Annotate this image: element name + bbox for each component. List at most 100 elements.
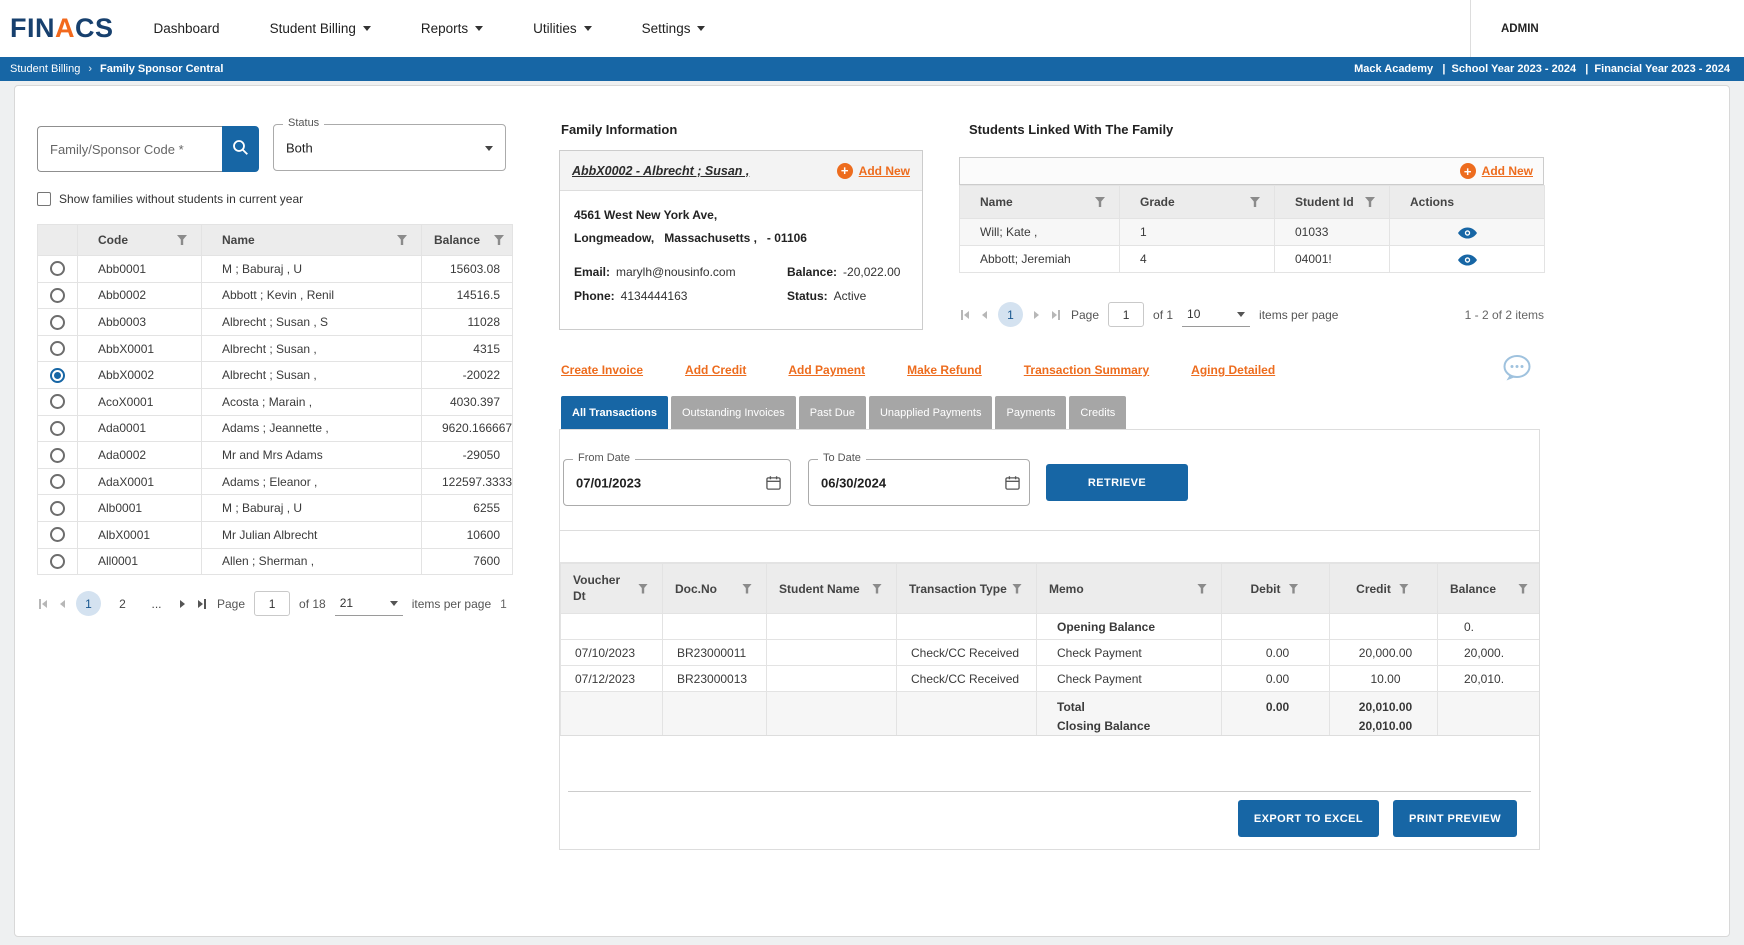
transaction-row[interactable]: 07/12/2023 BR23000013 Check/CC Received … bbox=[560, 665, 1539, 692]
transaction-type-header[interactable]: Transaction Type bbox=[896, 563, 1037, 614]
students-id-header[interactable]: Student Id bbox=[1274, 185, 1390, 219]
transaction-row[interactable]: Opening Balance 0. bbox=[560, 613, 1539, 640]
students-name-header[interactable]: Name bbox=[959, 185, 1120, 219]
view-student-button[interactable] bbox=[1457, 254, 1477, 266]
nav-dashboard[interactable]: Dashboard bbox=[154, 21, 220, 36]
filter-icon[interactable] bbox=[1197, 583, 1207, 594]
family-add-new-button[interactable]: Add New bbox=[836, 162, 910, 179]
students-grade-header[interactable]: Grade bbox=[1119, 185, 1275, 219]
table-row[interactable]: Abb0001 M ; Baburaj , U 15603.08 bbox=[37, 255, 513, 283]
retrieve-button[interactable]: RETRIEVE bbox=[1046, 464, 1188, 501]
pager-page-input[interactable] bbox=[254, 591, 291, 616]
pager-page-1[interactable]: 1 bbox=[76, 591, 101, 616]
pager-next-button[interactable] bbox=[178, 598, 187, 610]
pager-prev-button[interactable] bbox=[58, 598, 67, 610]
table-row[interactable]: AbbX0001 Albrecht ; Susan , 4315 bbox=[37, 334, 513, 363]
tab-outstanding-invoices[interactable]: Outstanding Invoices bbox=[670, 396, 796, 429]
table-row[interactable]: Ada0002 Mr and Mrs Adams -29050 bbox=[37, 441, 513, 469]
student-name-header[interactable]: Student Name bbox=[766, 563, 897, 614]
row-radio-selected[interactable] bbox=[50, 367, 65, 383]
row-radio[interactable] bbox=[50, 288, 65, 304]
transaction-row[interactable]: 07/10/2023 BR23000011 Check/CC Received … bbox=[560, 639, 1539, 666]
tab-all-transactions[interactable]: All Transactions bbox=[561, 396, 668, 429]
filter-icon[interactable] bbox=[1012, 583, 1022, 594]
chat-icon[interactable] bbox=[1501, 354, 1533, 382]
items-per-page-select[interactable]: 21 bbox=[334, 591, 403, 616]
balance-header[interactable]: Balance bbox=[1437, 563, 1539, 614]
filter-icon[interactable] bbox=[872, 583, 882, 594]
row-radio[interactable] bbox=[50, 500, 65, 516]
filter-icon[interactable] bbox=[1095, 197, 1105, 207]
family-code-link[interactable]: AbbX0002 - Albrecht ; Susan , bbox=[572, 163, 750, 178]
voucher-dt-header[interactable]: Voucher Dt bbox=[560, 563, 663, 614]
pager-page-1[interactable]: 1 bbox=[998, 302, 1023, 327]
credit-header[interactable]: Credit bbox=[1329, 563, 1438, 614]
filter-icon[interactable] bbox=[1398, 583, 1409, 594]
nav-settings[interactable]: Settings bbox=[642, 21, 706, 36]
families-name-header[interactable]: Name bbox=[201, 224, 422, 256]
calendar-icon[interactable] bbox=[1005, 475, 1020, 490]
student-add-new-button[interactable]: Add New bbox=[1459, 163, 1533, 179]
show-families-checkbox[interactable] bbox=[37, 192, 51, 206]
create-invoice-link[interactable]: Create Invoice bbox=[561, 363, 644, 377]
student-row[interactable]: Will; Kate , 1 01033 bbox=[959, 218, 1545, 246]
table-row-selected[interactable]: AbbX0002 Albrecht ; Susan , -20022 bbox=[37, 361, 513, 389]
filter-icon[interactable] bbox=[397, 235, 407, 245]
add-payment-link[interactable]: Add Payment bbox=[788, 363, 866, 377]
table-row[interactable]: Abb0003 Albrecht ; Susan , S 11028 bbox=[37, 308, 513, 336]
row-radio[interactable] bbox=[50, 261, 65, 277]
status-dropdown[interactable]: Status Both bbox=[273, 117, 506, 171]
user-menu[interactable]: ADMIN bbox=[1470, 0, 1744, 57]
tab-unapplied-payments[interactable]: Unapplied Payments bbox=[868, 396, 993, 429]
student-row[interactable]: Abbott; Jeremiah 4 04001! bbox=[959, 245, 1545, 273]
calendar-icon[interactable] bbox=[766, 475, 781, 490]
table-row[interactable]: Abb0002 Abbott ; Kevin , Renil 14516.5 bbox=[37, 281, 513, 310]
row-radio[interactable] bbox=[50, 421, 65, 437]
table-row[interactable]: Alb0001 M ; Baburaj , U 6255 bbox=[37, 494, 513, 522]
table-row[interactable]: AcoX0001 Acosta ; Marain , 4030.397 bbox=[37, 387, 513, 416]
filter-icon[interactable] bbox=[1250, 197, 1260, 207]
add-credit-link[interactable]: Add Credit bbox=[685, 363, 747, 377]
search-button[interactable] bbox=[222, 126, 259, 172]
pager-first-button[interactable] bbox=[37, 597, 49, 611]
doc-no-header[interactable]: Doc.No bbox=[662, 563, 767, 614]
table-row[interactable]: AlbX0001 Mr Julian Albrecht 10600 bbox=[37, 520, 513, 549]
filter-icon[interactable] bbox=[494, 235, 504, 245]
table-row[interactable]: All0001 Allen ; Sherman , 7600 bbox=[37, 547, 513, 576]
pager-prev-button[interactable] bbox=[980, 309, 989, 321]
pager-page-2[interactable]: 2 bbox=[119, 596, 126, 611]
view-student-button[interactable] bbox=[1457, 227, 1477, 239]
to-date-field[interactable]: To Date 06/30/2024 bbox=[808, 452, 1030, 506]
filter-icon[interactable] bbox=[638, 583, 648, 594]
filter-icon[interactable] bbox=[742, 583, 752, 594]
items-per-page-select[interactable]: 10 bbox=[1182, 302, 1251, 327]
tab-credits[interactable]: Credits bbox=[1069, 396, 1127, 429]
nav-reports[interactable]: Reports bbox=[421, 21, 484, 36]
export-to-excel-button[interactable]: EXPORT TO EXCEL bbox=[1237, 800, 1379, 837]
debit-header[interactable]: Debit bbox=[1221, 563, 1330, 614]
pager-next-button[interactable] bbox=[1032, 309, 1041, 321]
family-sponsor-code-input[interactable] bbox=[37, 126, 222, 172]
tab-past-due[interactable]: Past Due bbox=[798, 396, 866, 429]
from-date-field[interactable]: From Date 07/01/2023 bbox=[563, 452, 791, 506]
breadcrumb-root[interactable]: Student Billing bbox=[10, 63, 81, 75]
row-radio[interactable] bbox=[50, 314, 65, 330]
make-refund-link[interactable]: Make Refund bbox=[907, 363, 982, 377]
families-code-header[interactable]: Code bbox=[77, 224, 202, 256]
row-radio[interactable] bbox=[50, 341, 65, 357]
row-radio[interactable] bbox=[50, 527, 65, 543]
table-row[interactable]: Ada0001 Adams ; Jeannette , 9620.166667 bbox=[37, 414, 513, 443]
pager-first-button[interactable] bbox=[959, 308, 971, 322]
pager-page-input[interactable] bbox=[1108, 302, 1145, 327]
row-radio[interactable] bbox=[50, 553, 65, 569]
pager-last-button[interactable] bbox=[196, 597, 208, 611]
nav-utilities[interactable]: Utilities bbox=[533, 21, 592, 36]
memo-header[interactable]: Memo bbox=[1036, 563, 1222, 614]
families-balance-header[interactable]: Balance bbox=[421, 224, 513, 256]
filter-icon[interactable] bbox=[177, 235, 187, 245]
nav-student-billing[interactable]: Student Billing bbox=[270, 21, 371, 36]
aging-detailed-link[interactable]: Aging Detailed bbox=[1191, 363, 1276, 377]
print-preview-button[interactable]: PRINT PREVIEW bbox=[1393, 800, 1517, 837]
filter-icon[interactable] bbox=[1288, 583, 1299, 594]
